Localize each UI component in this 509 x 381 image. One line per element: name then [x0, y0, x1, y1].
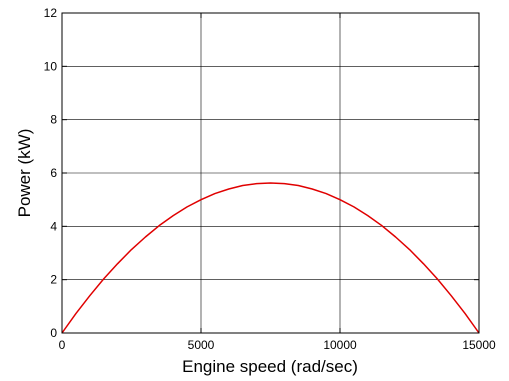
y-tick-label: 12	[44, 6, 58, 20]
y-tick-label: 6	[50, 166, 57, 180]
x-axis-label: Engine speed (rad/sec)	[182, 357, 358, 376]
y-tick-label: 10	[44, 59, 58, 73]
y-tick-label: 8	[50, 113, 57, 127]
y-tick-label: 4	[50, 219, 57, 233]
plot-frame	[61, 12, 480, 334]
y-axis-label: Power (kW)	[15, 129, 34, 218]
axis-ticks: 0 5000 10000 15000 0 2 4 6 8 10 12	[44, 6, 496, 352]
x-tick-label: 5000	[188, 338, 215, 352]
x-tick-label: 15000	[462, 338, 496, 352]
series-line	[61, 182, 480, 334]
x-tick-label: 0	[59, 338, 66, 352]
series-group	[61, 182, 480, 334]
y-tick-label: 2	[50, 273, 57, 287]
y-tick-label: 0	[50, 326, 57, 340]
grid	[62, 13, 479, 333]
x-tick-label: 10000	[323, 338, 357, 352]
